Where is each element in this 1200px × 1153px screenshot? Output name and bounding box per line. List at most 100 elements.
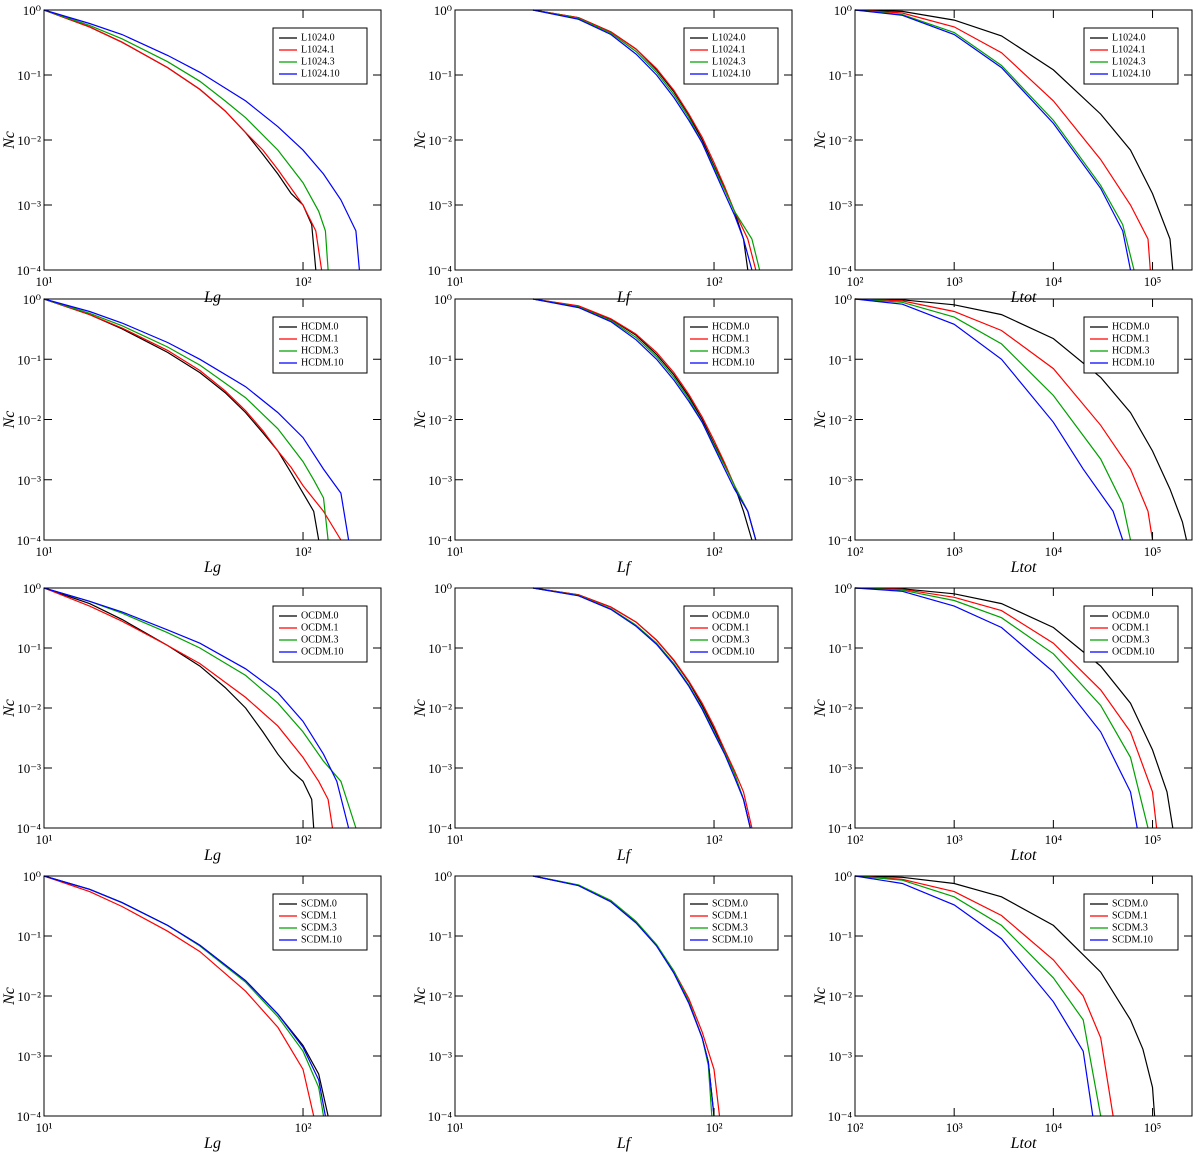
y-tick-label: 10⁻¹ (828, 641, 852, 656)
series-line (532, 298, 757, 541)
y-tick-label: 10⁻¹ (828, 352, 852, 367)
y-axis-label: Nc (1, 131, 18, 150)
y-tick-label: 10⁻³ (428, 761, 452, 776)
x-axis-label: Ltot (1010, 847, 1037, 864)
x-tick-label: 10³ (946, 1120, 963, 1135)
series-line (854, 9, 1132, 271)
x-axis-label: Lf (616, 847, 633, 864)
legend-label: SCDM.3 (712, 922, 748, 933)
x-tick-label: 10¹ (447, 274, 464, 289)
legend-label: OCDM.3 (301, 634, 339, 645)
legend-label: OCDM.0 (712, 610, 750, 621)
x-tick-label: 10² (706, 274, 723, 289)
x-tick-label: 10² (847, 544, 864, 559)
y-axis-label: Nc (1, 411, 18, 430)
legend-label: HCDM.0 (301, 321, 339, 332)
y-tick-label: 10⁻¹ (17, 352, 41, 367)
y-tick-label: 10⁰ (23, 3, 41, 18)
series-line (532, 587, 753, 829)
y-tick-label: 10⁻⁴ (428, 533, 453, 548)
x-axis-label: Lg (203, 1135, 221, 1152)
panel: 10⁻⁴ 10⁻³ 10⁻² 10⁻¹ 10⁰ 10² 10³ 10⁴ 10⁵ Ltot Nc SCD… (812, 869, 1193, 1152)
legend-label: HCDM.10 (1112, 357, 1155, 368)
y-tick-label: 10⁰ (434, 3, 452, 18)
y-tick-label: 10⁻¹ (17, 641, 41, 656)
y-tick-label: 10⁰ (434, 869, 452, 884)
x-tick-label: 10¹ (36, 832, 53, 847)
x-tick-label: 10⁵ (1144, 544, 1162, 559)
y-tick-label: 10⁻² (17, 133, 41, 148)
x-axis-label: Lf (616, 559, 633, 576)
series-line (854, 875, 1094, 1117)
legend-label: L1024.0 (301, 32, 335, 43)
legend-label: L1024.10 (301, 68, 340, 79)
x-axis-label: Lf (616, 289, 633, 306)
x-axis-label: Lg (203, 289, 221, 306)
x-tick-label: 10² (706, 1120, 723, 1135)
x-tick-label: 10² (847, 274, 864, 289)
x-tick-label: 10² (706, 832, 723, 847)
series-line (854, 298, 1124, 541)
y-tick-label: 10⁻¹ (428, 641, 452, 656)
y-tick-label: 10⁻¹ (828, 929, 852, 944)
legend-label: L1024.10 (1112, 68, 1151, 79)
y-tick-label: 10⁻² (428, 989, 452, 1004)
x-tick-label: 10³ (946, 274, 963, 289)
series-line (43, 587, 334, 829)
y-tick-label: 10⁻² (828, 701, 852, 716)
legend-box (1083, 605, 1179, 663)
series-line (532, 9, 761, 271)
y-tick-label: 10⁻⁴ (828, 263, 853, 278)
y-tick-label: 10⁻³ (17, 473, 41, 488)
y-axis-label: Nc (1, 987, 18, 1006)
legend-label: HCDM.0 (1112, 321, 1150, 332)
legend-label: HCDM.1 (712, 333, 750, 344)
series-line (854, 9, 1151, 271)
x-tick-label: 10² (295, 544, 312, 559)
x-tick-label: 10¹ (36, 1120, 53, 1135)
series-line (854, 9, 1135, 271)
series-line (43, 587, 315, 829)
series-line (854, 875, 1156, 1117)
y-tick-label: 10⁻³ (828, 1049, 852, 1064)
legend-label: OCDM.10 (712, 646, 755, 657)
y-tick-label: 10⁻¹ (828, 68, 852, 83)
series-line (532, 875, 715, 1117)
legend-label: L1024.10 (712, 68, 751, 79)
y-tick-label: 10⁻⁴ (428, 821, 453, 836)
panel: 10⁻⁴ 10⁻³ 10⁻² 10⁻¹ 10⁰ 10² 10³ 10⁴ 10⁵ Ltot Nc HCD… (812, 292, 1193, 576)
series-line (43, 298, 350, 541)
y-axis-label: Nc (412, 987, 429, 1006)
legend-label: OCDM.3 (712, 634, 750, 645)
y-tick-label: 10⁻¹ (17, 929, 41, 944)
y-tick-label: 10⁻³ (17, 1049, 41, 1064)
series-line (43, 9, 323, 271)
legend-label: L1024.0 (1112, 32, 1146, 43)
legend-box (272, 27, 368, 85)
series-line (854, 587, 1158, 829)
legend-box (272, 893, 368, 951)
y-tick-label: 10⁻⁴ (428, 1109, 453, 1124)
y-tick-label: 10⁻³ (428, 1049, 452, 1064)
legend-label: OCDM.1 (1112, 622, 1150, 633)
y-tick-label: 10⁻² (17, 701, 41, 716)
legend-label: SCDM.1 (712, 910, 748, 921)
y-tick-label: 10⁻¹ (428, 68, 452, 83)
y-tick-label: 10⁻¹ (17, 68, 41, 83)
series-line (43, 587, 350, 829)
legend-label: L1024.1 (1112, 44, 1146, 55)
y-axis-label: Nc (412, 699, 429, 718)
x-tick-label: 10¹ (447, 544, 464, 559)
series-line (854, 298, 1188, 541)
series-line (854, 298, 1154, 541)
x-tick-label: 10² (295, 832, 312, 847)
y-axis-label: Nc (412, 131, 429, 150)
x-tick-label: 10³ (946, 544, 963, 559)
y-tick-label: 10⁻² (828, 133, 852, 148)
